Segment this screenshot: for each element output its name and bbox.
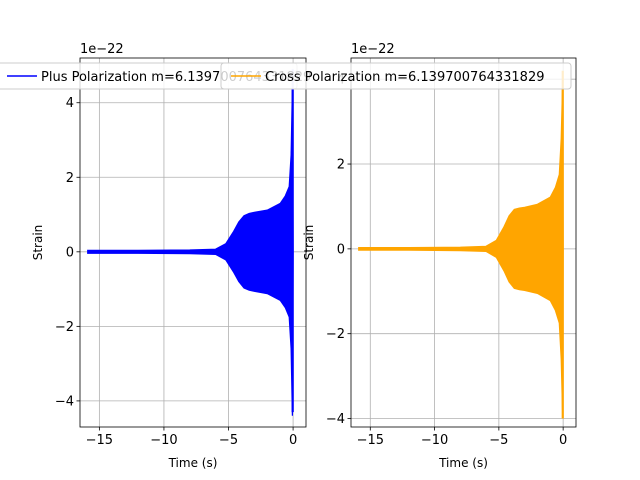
panel-1-x-tick-label: 0 <box>289 433 297 448</box>
panel-2-y-tick-label: 0 <box>337 242 345 257</box>
panel-2-legend-label: Cross Polarization m=6.139700764331829 <box>265 70 544 85</box>
panel-1-waveform-envelope <box>87 87 294 416</box>
panel-2-y-axis-label: Strain <box>302 225 316 261</box>
panel-1-y-tick-label: 0 <box>66 245 74 260</box>
panel-1-axes-frame <box>79 57 307 428</box>
panel-2-y-tick-label: 2 <box>337 158 345 173</box>
panel-2-series-1 <box>358 70 564 419</box>
panel-1-y-tick-label: 4 <box>66 96 74 111</box>
panel-1-y-tick-label: 2 <box>66 171 74 186</box>
panel-2-legend: Cross Polarization m=6.139700764331829 <box>220 62 572 90</box>
panel-1-series-1 <box>87 69 294 416</box>
panel-2-y-tick-label: −4 <box>326 412 345 427</box>
panel-2-offset-label: 1e−22 <box>351 42 395 57</box>
panel-1-x-tick-label: −15 <box>86 433 113 448</box>
panel-1-x-tick-label: −10 <box>150 433 177 448</box>
panel-1-x-tick-label: −5 <box>219 433 238 448</box>
panel-2-waveform-envelope <box>358 87 564 411</box>
panel-1-offset-label: 1e−22 <box>80 42 124 57</box>
panel-1-y-tick-label: −2 <box>55 320 74 335</box>
panel-2-legend-box <box>220 62 572 90</box>
panel-2-x-axis-label: Time (s) <box>438 456 488 470</box>
panel-2-x-tick-label: −15 <box>357 433 384 448</box>
panel-1-y-axis-label: Strain <box>31 225 45 261</box>
panel-1-y-tick-label: −4 <box>55 394 74 409</box>
panel-2-axes-frame <box>350 57 577 428</box>
panel-2-x-tick-label: −5 <box>489 433 508 448</box>
panel-2-x-tick-label: −10 <box>421 433 448 448</box>
panel-1-x-axis-label: Time (s) <box>168 456 218 470</box>
panel-2-x-tick-label: 0 <box>559 433 567 448</box>
panel-2-y-tick-label: −2 <box>326 327 345 342</box>
